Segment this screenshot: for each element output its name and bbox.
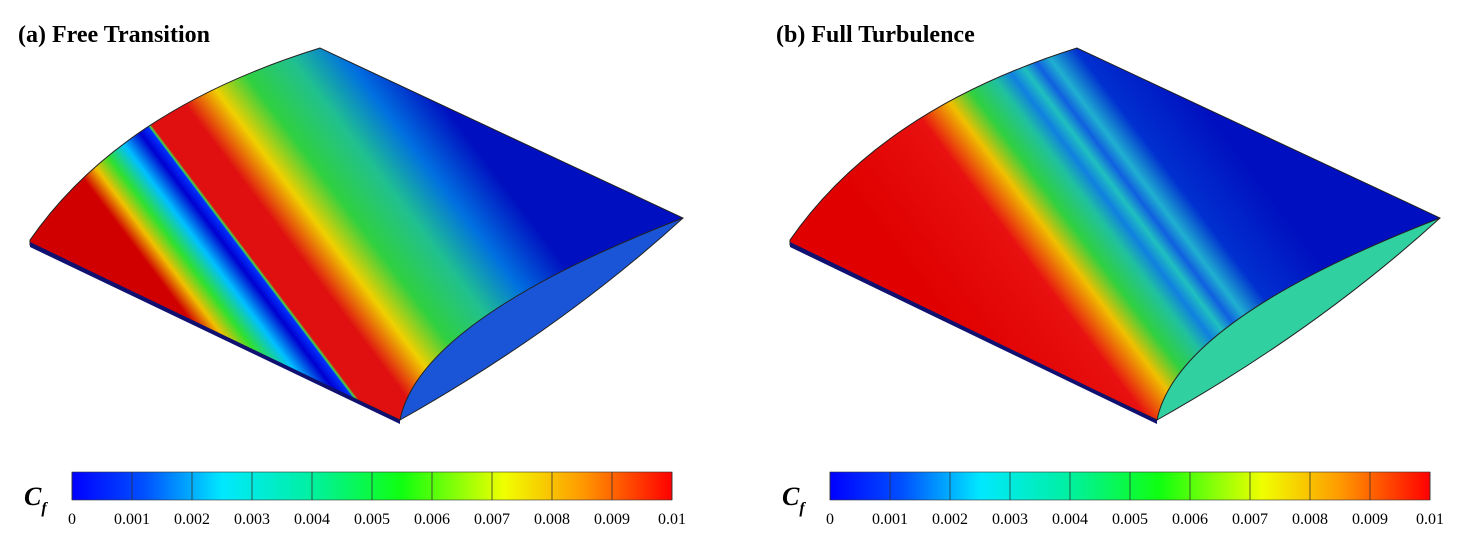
tick-label: 0.008 — [1292, 511, 1328, 528]
tick-label: 0.001 — [114, 511, 150, 528]
tick-label: 0.003 — [992, 511, 1028, 528]
tick-label: 0.001 — [872, 511, 908, 528]
tick-label: 0.004 — [1052, 511, 1088, 528]
tick-label: 0.003 — [234, 511, 270, 528]
tick-label: 0 — [68, 511, 76, 528]
tick-label: 0.009 — [594, 511, 630, 528]
wing-edge — [30, 242, 400, 424]
wing-tip — [1156, 217, 1441, 421]
tick-label: 0.005 — [1112, 511, 1148, 528]
tick-label: 0 — [826, 511, 834, 528]
tick-label: 0.007 — [474, 511, 510, 528]
wing-tip — [399, 217, 684, 421]
colorbar-label-subscript: f — [41, 500, 48, 517]
wing-surface — [789, 47, 1442, 421]
panel-title: (a) Free Transition — [18, 22, 210, 48]
tick-label: 0.004 — [294, 511, 330, 528]
tick-label: 0.01 — [1416, 511, 1444, 528]
colorbar-label: Cf — [24, 482, 48, 517]
wing-edge — [790, 242, 1157, 424]
panel-title: (b) Full Turbulence — [776, 22, 975, 48]
colorbar-label: Cf — [782, 482, 806, 517]
tick-label: 0.007 — [1232, 511, 1268, 528]
tick-label: 0.002 — [932, 511, 968, 528]
tick-label: 0.002 — [174, 511, 210, 528]
wing-surface — [29, 47, 685, 421]
tick-label: 0.008 — [534, 511, 570, 528]
colorbar-label-subscript: f — [799, 500, 806, 517]
tick-label: 0.006 — [1172, 511, 1208, 528]
tick-label: 0.005 — [354, 511, 390, 528]
tick-label: 0.009 — [1352, 511, 1388, 528]
tick-label: 0.006 — [414, 511, 450, 528]
tick-label: 0.01 — [658, 511, 686, 528]
